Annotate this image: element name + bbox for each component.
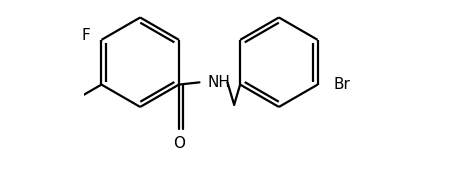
Text: NH: NH bbox=[207, 75, 230, 90]
Text: F: F bbox=[81, 28, 90, 43]
Text: Br: Br bbox=[333, 77, 349, 92]
Text: O: O bbox=[172, 136, 185, 151]
